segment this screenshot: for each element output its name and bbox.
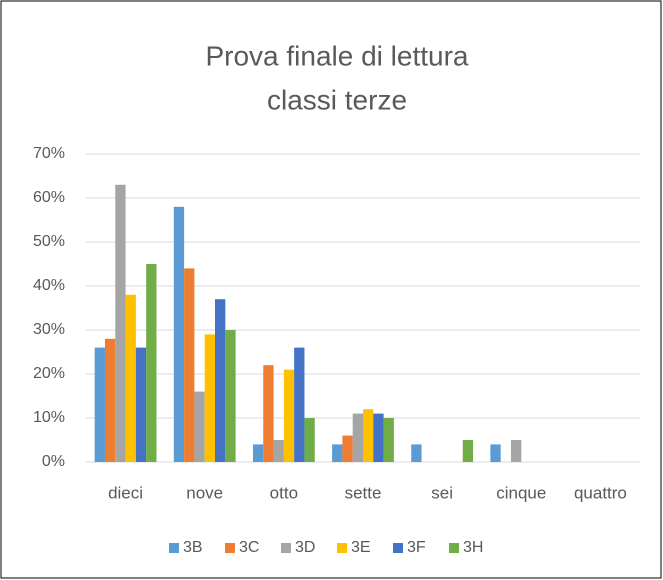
- bar: [146, 264, 157, 462]
- bar: [352, 413, 363, 462]
- legend-label: 3H: [463, 539, 483, 556]
- legend-swatch: [169, 543, 179, 553]
- legend-swatch: [225, 543, 235, 553]
- bar: [411, 444, 422, 462]
- bar: [490, 444, 501, 462]
- bar: [263, 365, 274, 462]
- bar: [204, 334, 216, 462]
- y-tick-label: 20%: [33, 365, 65, 382]
- bar: [225, 330, 236, 462]
- x-tick-label: sei: [431, 483, 453, 502]
- bar: [383, 418, 394, 462]
- bar: [373, 413, 384, 462]
- y-tick-label: 0%: [42, 453, 65, 470]
- bar: [184, 268, 195, 462]
- bar: [283, 369, 295, 462]
- bar: [125, 294, 136, 462]
- bar: [135, 347, 147, 462]
- bar: [510, 440, 522, 462]
- bar: [363, 409, 374, 462]
- bar: [304, 418, 315, 462]
- x-tick-label: sette: [345, 483, 382, 502]
- legend-swatch: [281, 543, 291, 553]
- bar: [94, 347, 105, 462]
- y-tick-label: 40%: [33, 277, 65, 294]
- x-tick-label: dieci: [108, 483, 143, 502]
- bar: [104, 338, 116, 462]
- chart-title: Prova finale di lettura: [205, 40, 468, 71]
- y-tick-label: 30%: [33, 321, 65, 338]
- y-tick-label: 50%: [33, 233, 65, 250]
- legend-label: 3D: [295, 539, 315, 556]
- bar: [342, 435, 353, 462]
- legend-label: 3E: [351, 539, 371, 556]
- legend-label: 3F: [407, 539, 426, 556]
- bar: [332, 444, 343, 462]
- bar: [173, 206, 185, 462]
- x-tick-label: cinque: [496, 483, 546, 502]
- legend-swatch: [393, 543, 403, 553]
- legend-swatch: [449, 543, 459, 553]
- legend-swatch: [337, 543, 347, 553]
- bar: [462, 440, 474, 462]
- x-tick-label: nove: [186, 483, 223, 502]
- legend-label: 3B: [183, 539, 203, 556]
- chart-title: classi terze: [267, 84, 407, 115]
- x-tick-label: quattro: [574, 483, 627, 502]
- y-tick-label: 60%: [33, 189, 65, 206]
- bar: [294, 347, 305, 462]
- legend-label: 3C: [239, 539, 259, 556]
- y-tick-label: 10%: [33, 409, 65, 426]
- bar: [252, 444, 264, 462]
- bar: [215, 299, 226, 462]
- bar: [115, 184, 126, 463]
- y-tick-label: 70%: [33, 145, 65, 162]
- bar: [194, 391, 205, 462]
- x-tick-label: otto: [270, 483, 298, 502]
- bar: [273, 440, 284, 462]
